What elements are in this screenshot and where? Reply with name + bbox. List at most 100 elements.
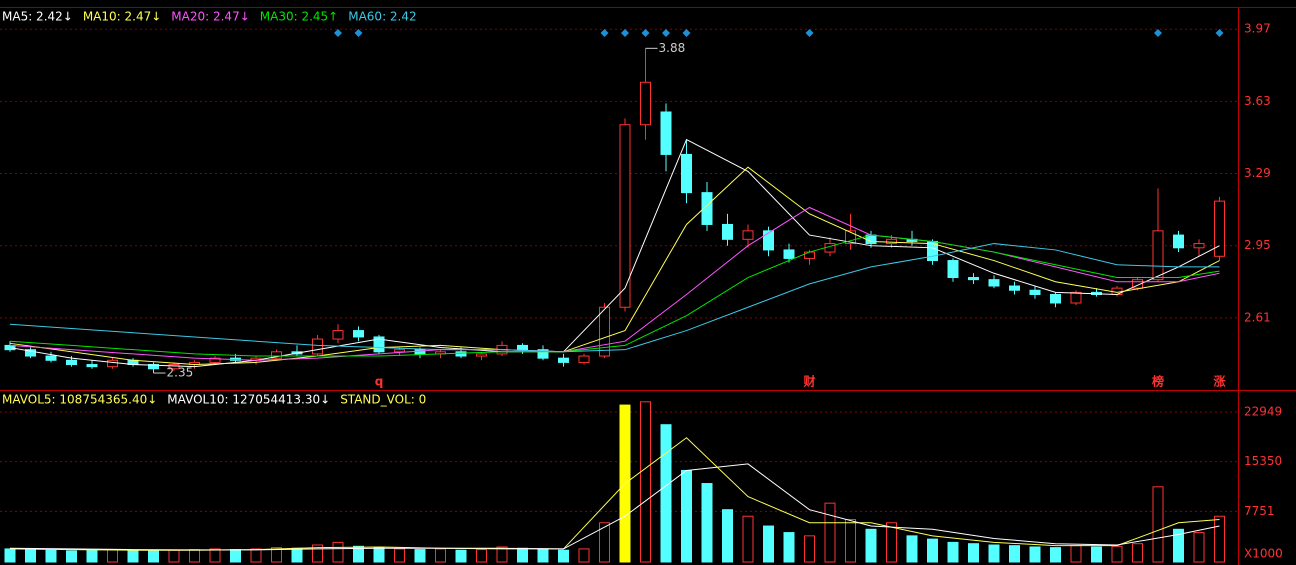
candle-body: [701, 192, 713, 225]
signal-marker: [621, 29, 629, 37]
volume-bar: [763, 525, 774, 563]
y-tick-label: 3.97: [1244, 22, 1271, 36]
volume-bar: [537, 548, 549, 563]
volume-bar: [189, 549, 200, 563]
signal-marker: [600, 29, 609, 37]
volume-bar: [4, 548, 16, 563]
volume-bar: [804, 535, 815, 563]
volume-bar: [1214, 515, 1225, 563]
candle-body: [988, 279, 1000, 287]
candle-body: [148, 364, 159, 370]
candle-body: [722, 223, 733, 240]
volume-bar: [127, 549, 139, 563]
volume-bar: [25, 549, 36, 563]
volume-bar: [558, 549, 569, 563]
volume-bar: [45, 549, 57, 563]
volume-bar: [660, 424, 672, 563]
volume-bar: [250, 548, 262, 563]
ma-line: [9, 243, 1220, 353]
y-tick-label: 3.29: [1244, 166, 1271, 180]
signal-marker: [354, 29, 363, 37]
candle-body: [394, 349, 405, 353]
volume-bar: [209, 548, 221, 563]
y-tick-label: 7751: [1244, 504, 1275, 518]
ma-line: [9, 234, 1220, 357]
volume-bar: [783, 532, 795, 563]
candle-body: [1173, 234, 1184, 249]
signal-marker: [682, 29, 691, 37]
candle-body: [599, 306, 610, 357]
ma-line: [9, 463, 1220, 551]
volume-bar: [291, 547, 303, 563]
legend-entry: MAVOL10: 127054413.30↓: [167, 393, 330, 407]
legend-entry: MAVOL5: 108754365.40↓: [2, 393, 157, 407]
volume-bar: [394, 548, 405, 563]
volume-bar: [1173, 528, 1184, 563]
volume-bar: [906, 535, 918, 563]
candle-body: [763, 230, 774, 251]
legend-entry: MA30: 2.45↑: [260, 10, 338, 24]
volume-bar: [1193, 532, 1205, 563]
candle-body: [845, 230, 856, 245]
y-tick-label: 2.61: [1244, 310, 1271, 324]
volume-bar: [886, 522, 897, 563]
low-label: 2.35: [167, 366, 194, 380]
volume-bar: [640, 401, 651, 563]
volume-bar: [1091, 546, 1102, 563]
volume-bar: [312, 544, 323, 563]
event-label: q: [375, 375, 384, 389]
volume-bar: [742, 515, 754, 563]
signal-marker: [641, 29, 650, 37]
volume-bar: [332, 541, 344, 563]
candle-body: [558, 357, 569, 363]
legend-entry: MA60: 2.42: [348, 10, 416, 24]
volume-bar: [476, 549, 487, 563]
candle-body: [886, 238, 897, 245]
candle-body: [783, 249, 795, 259]
volume-bar: [517, 547, 528, 563]
volume-bar: [353, 545, 364, 563]
volume-bar: [1132, 543, 1143, 563]
candle-body: [1050, 294, 1061, 304]
ma-line: [9, 206, 1220, 361]
volume-bar: [1050, 547, 1061, 563]
legend-entry: STAND_VOL: 0: [340, 393, 426, 407]
candle-body: [332, 330, 344, 340]
volume-bar: [107, 549, 118, 563]
volume-bar: [271, 547, 282, 563]
candle-body: [1132, 279, 1143, 289]
candle-body: [271, 351, 282, 359]
signal-marker: [1154, 29, 1162, 37]
legend-entry: MA10: 2.47↓: [83, 10, 161, 24]
volume-bar: [1009, 545, 1020, 563]
y-tick-label: 15350: [1244, 454, 1282, 468]
volume-bar: [66, 550, 77, 563]
candle-body: [619, 124, 631, 308]
event-label: 榜: [1152, 374, 1164, 389]
volume-bar: [414, 549, 426, 563]
volume-bar: [1070, 545, 1082, 563]
candle-body: [86, 364, 98, 368]
candle-body: [578, 355, 590, 363]
volume-bar: [824, 502, 836, 563]
volume-bar: [435, 548, 446, 563]
candle-body: [1193, 243, 1205, 249]
volume-bar: [1029, 546, 1041, 563]
high-label: 3.88: [659, 41, 686, 55]
signal-marker: [805, 29, 814, 37]
candle-body: [168, 364, 180, 370]
candle-body: [1029, 289, 1041, 295]
volume-bar: [168, 549, 180, 563]
candle-body: [455, 351, 467, 357]
volume-bar: [988, 544, 1000, 563]
ma-line: [9, 138, 1220, 368]
volume-bar: [578, 548, 590, 563]
volume-bar: [1152, 486, 1164, 563]
candle-body: [353, 330, 364, 338]
candle-body: [742, 230, 754, 240]
candle-body: [373, 336, 385, 353]
event-label: 涨: [1213, 374, 1225, 389]
candle-body: [209, 357, 221, 363]
candle-body: [1214, 200, 1225, 257]
legend-entry: MA20: 2.47↓: [171, 10, 249, 24]
